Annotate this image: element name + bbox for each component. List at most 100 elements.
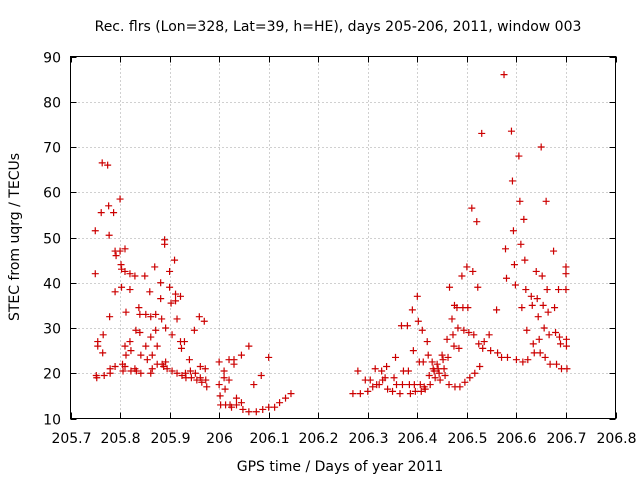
data-point [551, 304, 559, 312]
data-point [245, 342, 253, 350]
data-point [476, 362, 484, 370]
data-point [418, 326, 426, 334]
y-tick-label: 60 [43, 186, 61, 202]
x-tick-label: 206.3 [348, 431, 388, 447]
data-point [166, 283, 174, 291]
data-point [232, 394, 240, 402]
y-tick-label: 70 [43, 141, 61, 157]
data-point [152, 310, 160, 318]
data-point [537, 143, 545, 151]
data-point [411, 387, 419, 395]
y-tick-label: 10 [43, 413, 61, 429]
data-point [465, 329, 473, 337]
data-point [143, 356, 151, 364]
data-point [409, 347, 417, 355]
data-point [176, 292, 184, 300]
data-point [454, 324, 462, 332]
data-point [475, 340, 483, 348]
data-point [440, 365, 448, 373]
data-point [191, 369, 199, 377]
data-point [252, 408, 260, 416]
x-axis-label: GPS time / Days of year 2011 [237, 459, 444, 475]
data-point [555, 286, 563, 294]
data-point [529, 340, 537, 348]
data-point [126, 270, 134, 278]
data-point [122, 351, 130, 359]
chart-title: Rec. flrs (Lon=328, Lat=39, h=HE), days … [95, 19, 582, 35]
data-point [146, 288, 154, 296]
y-axis-ticks: 10 20 30 40 50 60 70 80 90 [43, 51, 616, 429]
data-point [180, 338, 188, 346]
data-point [364, 387, 372, 395]
x-tick-label: 206.8 [596, 431, 636, 447]
data-point [132, 367, 140, 375]
data-point [271, 403, 279, 411]
y-tick-label: 90 [43, 51, 61, 67]
x-tick-label: 206.4 [397, 431, 437, 447]
data-point [282, 394, 290, 402]
data-point [100, 372, 108, 380]
data-point [510, 261, 518, 269]
data-point [147, 313, 155, 321]
data-point [221, 385, 229, 393]
data-point [441, 372, 449, 380]
data-point [198, 378, 206, 386]
data-point [153, 342, 161, 350]
data-point [171, 256, 179, 264]
data-points [91, 71, 571, 416]
data-point [121, 342, 129, 350]
data-point [445, 381, 453, 389]
data-point [187, 374, 195, 382]
data-point [126, 338, 134, 346]
data-point [463, 263, 471, 271]
data-point [136, 310, 144, 318]
data-point [512, 356, 520, 364]
y-tick-label: 20 [43, 367, 61, 383]
x-tick-label: 205.8 [100, 431, 140, 447]
data-point [444, 353, 452, 361]
data-point [99, 349, 107, 357]
data-point [228, 403, 236, 411]
data-point [508, 177, 516, 185]
data-point [110, 209, 118, 217]
data-point [542, 197, 550, 205]
data-point [485, 331, 493, 339]
data-point [396, 390, 404, 398]
data-point [177, 344, 185, 352]
data-point [142, 310, 150, 318]
data-point [232, 401, 240, 409]
data-point [532, 267, 540, 275]
data-point [460, 326, 468, 334]
data-point [220, 367, 228, 375]
data-point [230, 360, 238, 368]
data-point [530, 349, 538, 357]
data-point [448, 315, 456, 323]
data-point [148, 365, 156, 373]
data-point [480, 338, 488, 346]
data-point [458, 272, 466, 280]
data-point [225, 376, 233, 384]
data-point [220, 374, 228, 382]
data-point [524, 356, 532, 364]
data-point [545, 331, 553, 339]
data-point [168, 331, 176, 339]
data-point [384, 385, 392, 393]
data-point [265, 353, 273, 361]
data-point [426, 381, 434, 389]
data-point [428, 358, 436, 366]
data-point [135, 304, 143, 312]
data-point [172, 290, 180, 298]
data-point [378, 367, 386, 375]
y-tick-label: 30 [43, 322, 61, 338]
data-point [118, 283, 126, 291]
data-point [478, 129, 486, 137]
data-point [390, 374, 398, 382]
data-point [142, 342, 150, 350]
data-point [105, 231, 113, 239]
data-point [371, 365, 379, 373]
data-point [239, 405, 247, 413]
data-point [392, 353, 400, 361]
data-point [556, 333, 564, 341]
data-point [369, 383, 377, 391]
